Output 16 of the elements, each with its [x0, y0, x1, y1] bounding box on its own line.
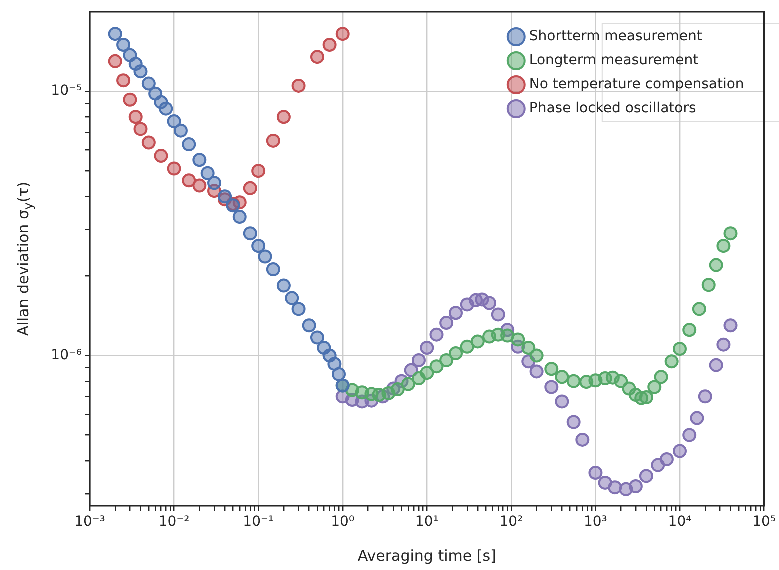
legend-label: Phase locked oscillators [529, 100, 696, 117]
x-tick-label: 10¹ [415, 514, 439, 530]
x-tick-label: 10⁻² [158, 514, 190, 530]
x-tick-label: 10⁻¹ [243, 514, 274, 530]
x-tick-label: 10⁵ [752, 514, 776, 530]
legend-label: Shortterm measurement [529, 28, 703, 45]
y-tick-label: 10⁻⁶ [51, 347, 82, 364]
legend-label: Longterm measurement [529, 52, 700, 69]
legend-label: No temperature compensation [529, 76, 744, 93]
x-axis-title: Averaging time [s] [358, 546, 496, 565]
x-tick-label: 10² [500, 514, 524, 530]
y-tick-label: 10⁻⁵ [51, 83, 82, 100]
x-tick-label: 10⁻³ [74, 514, 106, 530]
x-tick-label: 10³ [584, 514, 608, 530]
x-tick-label: 10⁰ [331, 514, 355, 530]
x-tick-label: 10⁴ [668, 514, 692, 530]
